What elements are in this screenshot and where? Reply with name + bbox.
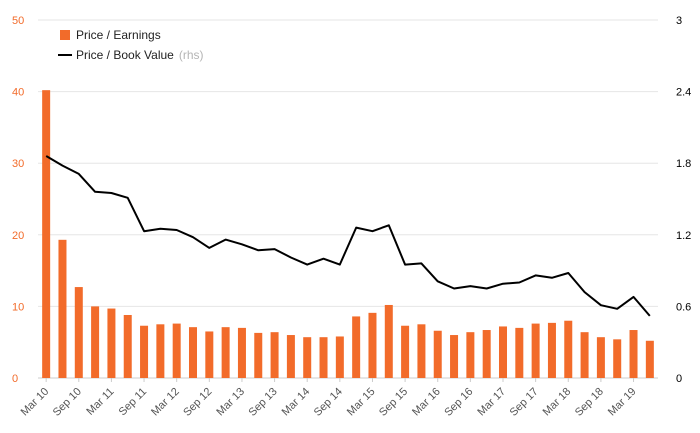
pe-bar: [172, 323, 181, 378]
left-tick-label: 50: [12, 15, 24, 27]
right-tick-label: 0.6: [676, 301, 691, 313]
left-axis: 0 10 20 30 40 50: [12, 15, 24, 385]
pe-bar: [58, 239, 67, 378]
x-tick-label: Mar 16: [410, 386, 443, 419]
x-tick-label: Mar 11: [84, 386, 116, 418]
legend-label-pb: Price / Book Value: [76, 48, 174, 62]
pe-bar: [547, 322, 556, 378]
pe-bar: [156, 324, 165, 378]
x-tick-label: Mar 19: [606, 386, 639, 419]
pe-bar: [596, 337, 605, 378]
pe-bars: [42, 90, 654, 378]
pe-bar: [254, 332, 263, 378]
x-tick-label: Sep 18: [573, 386, 606, 419]
pe-bar: [42, 90, 51, 378]
x-axis: Mar 10 Sep 10 Mar 11 Sep 11 Mar 12 Sep 12 Mar …: [19, 378, 639, 419]
x-tick-label: Sep 10: [51, 386, 84, 419]
pe-bar: [319, 337, 328, 378]
x-tick-label: Mar 12: [149, 386, 182, 419]
pe-bar: [286, 335, 295, 378]
pe-bar: [123, 314, 132, 378]
pe-bar: [270, 332, 279, 378]
right-tick-label: 1.2: [676, 230, 691, 242]
x-tick-label: Sep 11: [117, 386, 150, 419]
pe-bar: [352, 316, 361, 378]
pe-bar: [645, 340, 654, 378]
pe-bar: [482, 330, 491, 378]
pe-bar: [140, 325, 149, 378]
x-tick-label: Sep 16: [442, 386, 475, 419]
x-tick-label: Sep 15: [377, 386, 410, 419]
right-axis: 0 0.6 1.2 1.8 2.4 3: [676, 15, 691, 385]
pe-bar: [91, 306, 100, 378]
pe-bar: [221, 327, 230, 378]
pb-line: [45, 155, 651, 317]
x-tick-label: Sep 17: [508, 386, 541, 419]
pe-bar: [531, 323, 540, 378]
pe-bar: [613, 339, 622, 378]
pe-bar: [433, 330, 442, 378]
pe-bar: [205, 331, 214, 378]
x-tick-label: Sep 14: [312, 386, 345, 419]
left-tick-label: 40: [12, 87, 24, 99]
pe-bar: [335, 336, 344, 378]
x-tick-label: Mar 13: [214, 386, 247, 419]
right-tick-label: 0: [676, 373, 682, 385]
pe-bar: [237, 327, 246, 378]
x-tick-label: Mar 14: [280, 386, 313, 419]
x-tick-label: Mar 15: [345, 386, 378, 419]
pe-bar: [401, 325, 410, 378]
pe-bar: [303, 337, 312, 378]
pb-series-line: [45, 155, 651, 317]
legend-label-pb-group: Price / Book Value (rhs): [76, 48, 204, 62]
right-tick-label: 3: [676, 15, 682, 27]
x-tick-label: Mar 10: [19, 386, 52, 419]
legend-marker-pe: [60, 30, 70, 40]
pe-bar: [515, 327, 524, 378]
pe-bar: [564, 320, 573, 378]
left-tick-label: 10: [12, 301, 24, 313]
pe-bar: [450, 335, 459, 378]
x-tick-label: Sep 13: [247, 386, 280, 419]
pe-bar: [384, 304, 393, 378]
left-tick-label: 30: [12, 158, 24, 170]
x-tick-label: Mar 17: [475, 386, 508, 419]
x-tick-label: Sep 12: [181, 386, 214, 419]
pe-bar: [74, 287, 83, 378]
legend-label-pb-suffix: (rhs): [179, 48, 204, 62]
pe-bar: [629, 330, 638, 378]
left-tick-label: 0: [12, 373, 18, 385]
right-tick-label: 2.4: [676, 87, 691, 99]
pe-bar: [368, 312, 377, 378]
pe-bar: [580, 332, 589, 378]
right-tick-label: 1.8: [676, 158, 691, 170]
pe-bar: [107, 308, 116, 378]
pe-bar: [417, 324, 426, 378]
legend-label-pe: Price / Earnings: [76, 28, 161, 42]
x-tick-label: Mar 18: [541, 386, 574, 419]
left-tick-label: 20: [12, 230, 24, 242]
pe-bar: [466, 332, 475, 378]
pe-bar: [499, 326, 507, 378]
pe-bar: [189, 327, 197, 378]
legend: Price / Earnings Price / Book Value (rhs): [58, 28, 204, 62]
